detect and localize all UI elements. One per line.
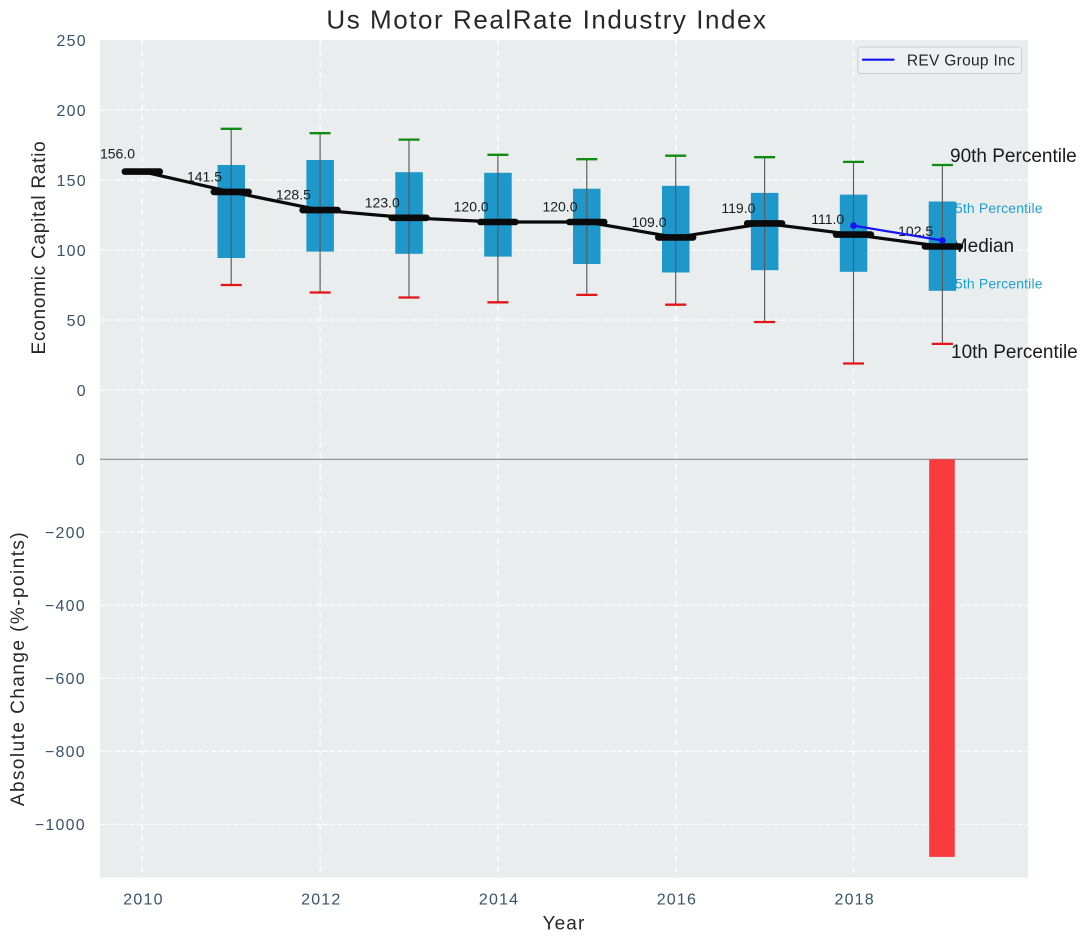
svg-text:75th Percentile: 75th Percentile <box>947 200 1043 216</box>
svg-text:−800: −800 <box>45 744 86 761</box>
svg-text:123.0: 123.0 <box>365 194 400 210</box>
svg-text:109.0: 109.0 <box>631 214 666 230</box>
svg-text:250: 250 <box>57 33 87 50</box>
svg-text:90th Percentile: 90th Percentile <box>950 146 1077 167</box>
svg-text:120.0: 120.0 <box>454 199 489 215</box>
svg-text:−600: −600 <box>45 671 86 688</box>
svg-text:0: 0 <box>77 383 87 400</box>
svg-text:100: 100 <box>57 243 87 260</box>
svg-text:Economic Capital Ratio: Economic Capital Ratio <box>29 141 50 355</box>
svg-text:2012: 2012 <box>301 892 341 909</box>
svg-text:200: 200 <box>57 103 87 120</box>
svg-text:2014: 2014 <box>479 892 519 909</box>
svg-text:Year: Year <box>543 914 586 935</box>
svg-text:10th Percentile: 10th Percentile <box>951 342 1078 363</box>
svg-text:141.5: 141.5 <box>187 168 222 184</box>
svg-text:−1000: −1000 <box>35 817 86 834</box>
svg-text:156.0: 156.0 <box>100 146 135 162</box>
svg-text:0: 0 <box>76 452 86 469</box>
svg-text:REV Group Inc: REV Group Inc <box>907 53 1015 70</box>
svg-text:Median: Median <box>952 236 1014 257</box>
svg-text:Absolute Change (%-points): Absolute Change (%-points) <box>8 531 29 806</box>
svg-text:150: 150 <box>57 173 87 190</box>
svg-text:25th Percentile: 25th Percentile <box>947 276 1043 292</box>
svg-text:111.0: 111.0 <box>811 211 844 227</box>
svg-text:−200: −200 <box>45 525 86 542</box>
svg-text:128.5: 128.5 <box>276 187 311 203</box>
svg-text:Us Motor RealRate Industry Ind: Us Motor RealRate Industry Index <box>326 5 767 35</box>
svg-text:119.0: 119.0 <box>721 200 755 216</box>
svg-text:50: 50 <box>67 313 87 330</box>
svg-text:2010: 2010 <box>123 892 163 909</box>
svg-text:2016: 2016 <box>657 892 697 909</box>
svg-text:−400: −400 <box>45 598 86 615</box>
svg-text:2018: 2018 <box>834 892 874 909</box>
svg-text:120.0: 120.0 <box>542 199 577 215</box>
